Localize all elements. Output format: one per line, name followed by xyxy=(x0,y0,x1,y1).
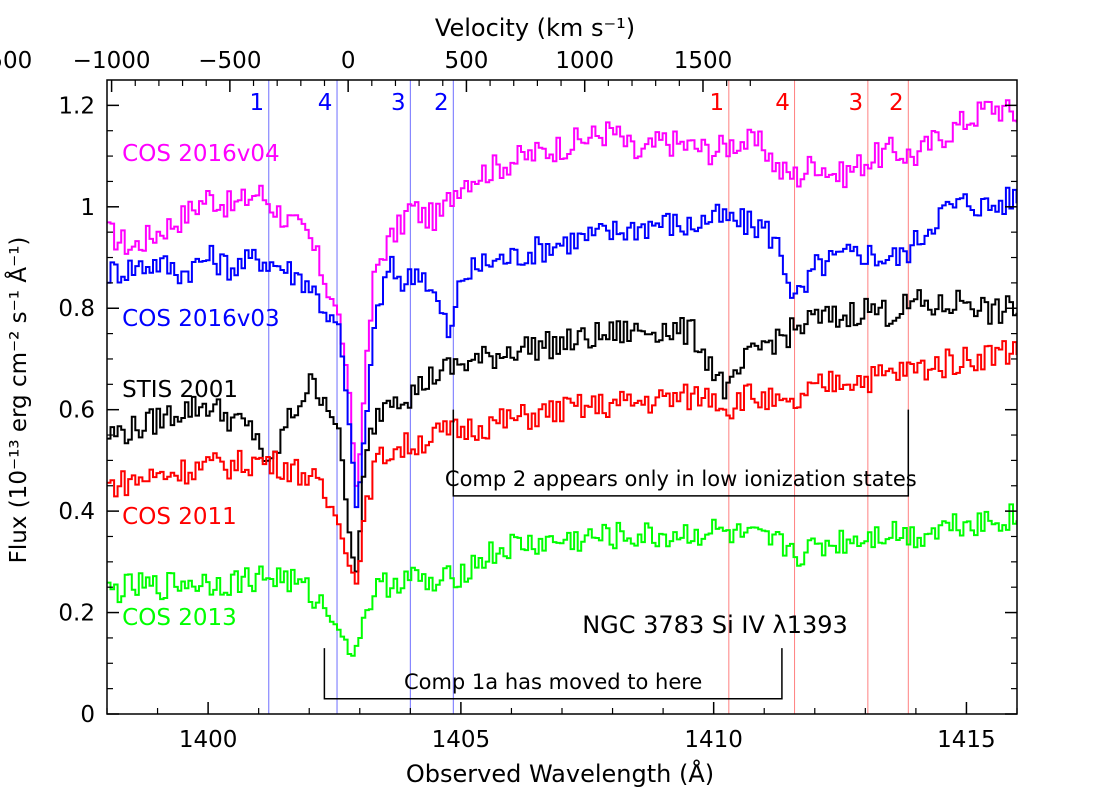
y-tick-label-6: 1.2 xyxy=(58,93,95,119)
y-tick-label-0: 0 xyxy=(80,702,95,728)
annotation-bracket-1 xyxy=(323,648,783,700)
series-cos-2013 xyxy=(107,503,1018,657)
series-label-1: COS 2016v03 xyxy=(122,306,280,332)
velocity-tick-label-1: −1000 xyxy=(73,48,151,74)
x-tick-label-1: 1405 xyxy=(432,727,491,753)
velocity-tick-label-2: −500 xyxy=(198,48,261,74)
x-axis-label: Observed Wavelength (Å) xyxy=(406,759,714,788)
series-labels: COS 2016v04 COS 2016v03 STIS 2001 COS 2011 C… xyxy=(122,141,280,631)
x-tick-label-2: 1410 xyxy=(684,727,743,753)
blue-marker-label-0: 1 xyxy=(249,90,264,116)
plot-frame xyxy=(106,79,1018,715)
red-marker-label-3: 2 xyxy=(889,90,904,116)
series-label-4: COS 2013 xyxy=(122,605,237,631)
blue-marker-label-1: 4 xyxy=(318,90,333,116)
axis-ticks: 140014051410141500.20.40.60.811.2−1500−1… xyxy=(0,48,1018,753)
x-tick-label-3: 1415 xyxy=(937,727,996,753)
chart-title: NGC 3783 Si IV λ1393 xyxy=(582,611,848,639)
annotation-brackets: Comp 2 appears only in low ionization st… xyxy=(323,409,917,700)
series-cos-2016v04 xyxy=(107,99,1018,487)
y-axis-label: Flux (10⁻¹³ erg cm⁻² s⁻¹ Å⁻¹) xyxy=(4,237,32,564)
red-marker-label-2: 3 xyxy=(849,90,864,116)
series-label-0: COS 2016v04 xyxy=(122,141,280,167)
x-tick-label-0: 1400 xyxy=(179,727,238,753)
blue-marker-label-3: 2 xyxy=(434,90,449,116)
y-tick-label-3: 0.6 xyxy=(58,398,95,424)
y-tick-label-4: 0.8 xyxy=(58,296,95,322)
annotation-text-1: Comp 1a has moved to here xyxy=(404,670,702,694)
spectrum-series xyxy=(107,99,1018,657)
velocity-tick-label-5: 1000 xyxy=(555,48,614,74)
red-marker-label-1: 4 xyxy=(775,90,790,116)
top-axis-label: Velocity (km s⁻¹) xyxy=(435,14,635,42)
velocity-tick-label-0: −1500 xyxy=(0,48,32,74)
blue-marker-label-2: 3 xyxy=(391,90,406,116)
series-label-2: STIS 2001 xyxy=(122,377,238,403)
series-cos-2011 xyxy=(107,340,1018,585)
velocity-tick-label-6: 1500 xyxy=(674,48,733,74)
y-tick-label-2: 0.4 xyxy=(58,499,95,525)
annotation-bracket-0 xyxy=(452,409,910,497)
velocity-tick-label-3: 0 xyxy=(341,48,356,74)
red-marker-label-0: 1 xyxy=(710,90,725,116)
series-label-3: COS 2011 xyxy=(122,504,237,530)
series-cos-2016v03 xyxy=(107,186,1018,509)
series-stis-2001 xyxy=(107,289,1018,573)
annotation-text-0: Comp 2 appears only in low ionization st… xyxy=(445,467,917,491)
y-tick-label-5: 1 xyxy=(80,195,95,221)
velocity-tick-label-4: 500 xyxy=(444,48,488,74)
y-tick-label-1: 0.2 xyxy=(58,601,95,627)
